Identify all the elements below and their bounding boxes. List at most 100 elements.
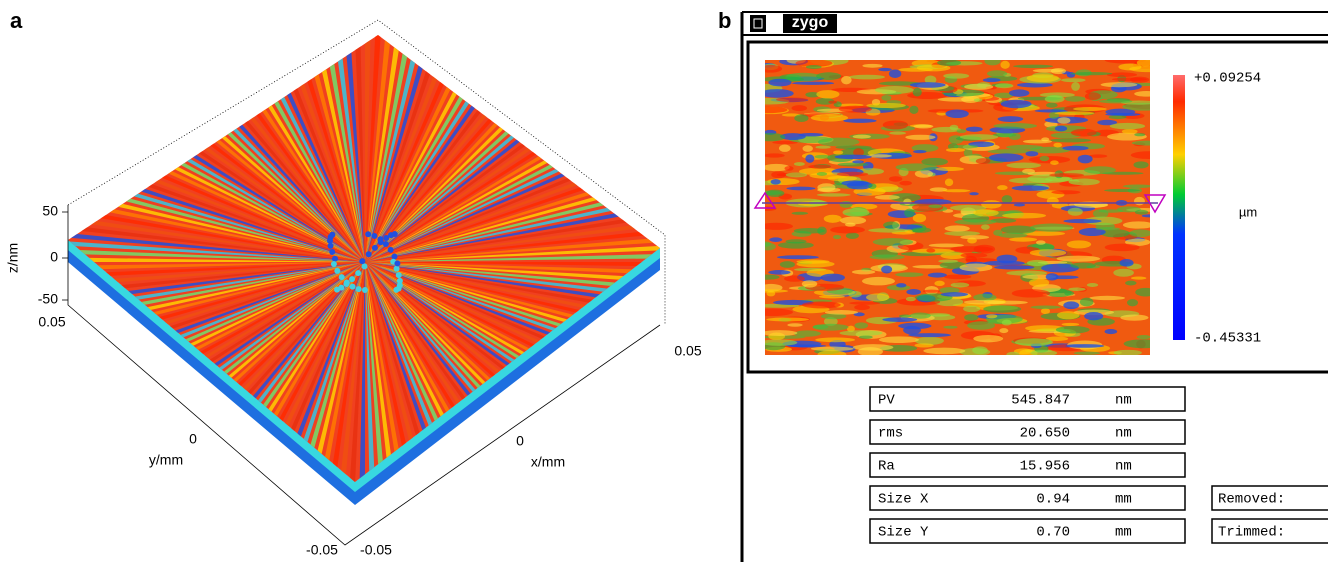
blob [950, 125, 959, 131]
blob [943, 73, 969, 78]
blob [983, 78, 1001, 82]
blob [833, 235, 841, 239]
blob [943, 326, 957, 329]
blob [784, 166, 793, 171]
blob [1056, 326, 1090, 333]
blob [957, 129, 967, 133]
blob [1062, 323, 1080, 326]
blob [964, 84, 993, 90]
blob [835, 155, 872, 160]
blob [845, 223, 856, 227]
result-value: 15.956 [1020, 459, 1070, 475]
blob [1085, 92, 1101, 100]
blob [815, 155, 831, 159]
result-unit: mm [1115, 525, 1132, 541]
blob [1123, 185, 1153, 188]
blob [1087, 283, 1098, 287]
blob [760, 89, 794, 98]
blob [1050, 138, 1091, 142]
y-axis-label: y/mm [149, 452, 183, 468]
blob [960, 134, 998, 140]
blob [1009, 177, 1053, 183]
blob [806, 65, 822, 69]
blob [913, 150, 926, 153]
blob [1109, 115, 1127, 119]
speckle [356, 286, 362, 292]
blob [1107, 72, 1137, 77]
result-value: 0.94 [1036, 492, 1070, 508]
blob [1006, 163, 1041, 169]
blob [862, 277, 895, 285]
blob [1062, 146, 1088, 151]
blob [981, 200, 1002, 209]
blob [817, 193, 851, 196]
z-axis-label: z/nm [5, 243, 21, 273]
panel-label: b [718, 8, 731, 33]
blob [802, 280, 817, 287]
blob [1006, 145, 1043, 150]
blob [875, 195, 900, 200]
close-button[interactable] [750, 15, 766, 32]
blob [817, 227, 827, 235]
side-label: Trimmed: [1218, 525, 1285, 541]
blob [1095, 227, 1120, 230]
blob [1046, 103, 1058, 108]
blob [1061, 78, 1086, 82]
blob [839, 201, 852, 208]
blob [898, 323, 931, 329]
blob [959, 263, 992, 271]
blob [849, 302, 880, 305]
blob [1084, 312, 1103, 320]
blob [852, 160, 864, 163]
blob [966, 127, 983, 132]
speckle [339, 274, 345, 280]
x-tick-label: 0 [516, 433, 524, 449]
blob [910, 313, 931, 319]
speckle [383, 235, 389, 241]
blob [1070, 263, 1096, 269]
blob [838, 163, 869, 167]
blob [976, 158, 991, 164]
blob [780, 261, 795, 268]
blob [1030, 305, 1060, 309]
blob [837, 172, 869, 177]
result-value: 0.70 [1036, 525, 1070, 541]
speckle [355, 270, 361, 276]
speckle [388, 247, 394, 253]
blob [905, 135, 935, 140]
blob [945, 179, 953, 187]
blob [960, 253, 987, 258]
blob [999, 233, 1028, 238]
blob [1002, 195, 1013, 203]
y-tick-label: 0.05 [38, 314, 65, 330]
results-table: PV545.847nmrms20.650nmRa15.956nmSize X0.… [870, 387, 1328, 543]
blob [1063, 219, 1101, 223]
blob [1134, 133, 1145, 136]
z-tick-label: -50 [38, 291, 58, 307]
blob [969, 192, 978, 195]
panel-label: a [10, 8, 23, 33]
blob [779, 144, 791, 151]
blob [995, 83, 1013, 88]
blob [1104, 189, 1140, 192]
blob [1009, 237, 1037, 241]
blob [1002, 320, 1012, 326]
blob [1068, 287, 1085, 291]
blob [1122, 129, 1138, 134]
speckle [328, 243, 334, 249]
blob [1012, 185, 1049, 190]
blob [1123, 221, 1154, 228]
colorbar-max: +0.09254 [1194, 71, 1261, 87]
blob [805, 155, 814, 163]
blob [1057, 117, 1070, 124]
blob [1112, 78, 1147, 82]
blob [1049, 173, 1084, 177]
speckle [394, 260, 400, 266]
blob [794, 330, 821, 336]
blob [1051, 190, 1080, 194]
blob [1065, 344, 1104, 348]
blob [909, 106, 918, 114]
y-tick-label: 0 [189, 431, 197, 447]
colorbar-min: -0.45331 [1194, 331, 1261, 347]
blob [934, 281, 944, 286]
